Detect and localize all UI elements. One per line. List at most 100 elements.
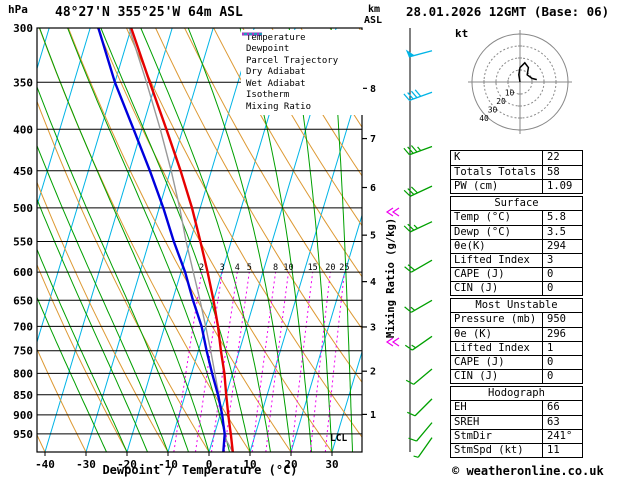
mixing-ratio-value-label: 4 [235, 263, 240, 273]
km-tick-label: 4 [370, 277, 376, 288]
dry-adiabat [213, 28, 362, 278]
table-row-label: Totals Totals [451, 166, 543, 179]
legend-item: Dewpoint [242, 32, 363, 56]
pressure-tick-label: 750 [13, 345, 33, 358]
table-row-label: PW (cm) [451, 180, 543, 193]
table-row-label: SREH [451, 416, 543, 429]
hodograph-ring-label: 20 [496, 97, 506, 106]
plot-frame [36, 27, 363, 453]
table-row: K 22 [451, 151, 582, 165]
wind-barb [403, 89, 433, 102]
table-row-label: EH [451, 401, 543, 415]
hodograph-ring [483, 45, 557, 119]
wind-barb [407, 398, 433, 417]
pressure-tick-label: 400 [13, 123, 33, 136]
table-row: CAPE (J) 0 [451, 267, 582, 281]
table-row-value: 1.09 [547, 180, 573, 192]
dewpoint-curve [97, 28, 226, 452]
mixing-ratio-line [223, 272, 250, 452]
table-row: Pressure (mb) 950 [451, 313, 582, 327]
table-row-value: 63 [547, 416, 560, 428]
table-row: θe(K) 294 [451, 239, 582, 253]
table-row-label: Pressure (mb) [451, 313, 543, 327]
mixing-ratio-axis-title: Mixing Ratio (g/kg) [385, 218, 397, 338]
legend-item-label: Temperature [246, 32, 306, 43]
pressure-tick-label: 800 [13, 367, 33, 380]
table-row-label: Lifted Index [451, 254, 543, 267]
isotherm-line [85, 28, 214, 452]
table-row-value: 3.5 [547, 226, 566, 238]
km-tick-label: 2 [370, 367, 376, 378]
wind-barb-column [403, 49, 433, 458]
altitude-axis-unit-asl: ASL [364, 15, 382, 26]
table-row: EH 66 [451, 401, 582, 415]
table-row-label: θe (K) [451, 328, 543, 341]
table-row-value: 1 [547, 342, 554, 354]
temp-tick-label: 10 [243, 458, 256, 471]
table-row-label: CIN (J) [451, 282, 543, 295]
skewt-background-lines: 2 3 4 5 8 10 15 20 25 [37, 28, 362, 452]
pressure-tick-label: 700 [13, 320, 33, 333]
table-section: K 22 Totals Totals 58 PW (cm) 1.09 [450, 150, 583, 194]
table-row-value: 950 [547, 313, 566, 325]
legend-item: Isotherm [242, 33, 363, 102]
isotherm-line [331, 350, 362, 452]
isotherm-line [37, 28, 91, 208]
wind-barb [404, 259, 433, 273]
table-row-label: CIN (J) [451, 370, 543, 383]
mixing-ratio-value-label: 8 [273, 263, 278, 273]
km-tick-label: 8 [370, 84, 376, 95]
skewt-profiles [97, 28, 234, 452]
pressure-tick-label: 350 [13, 76, 33, 89]
table-row-value: 296 [547, 328, 566, 340]
wind-barb [408, 422, 433, 442]
table-row-label: StmDir [451, 430, 543, 443]
table-row-label: θe(K) [451, 240, 543, 253]
table-row: Totals Totals 58 [451, 165, 582, 179]
temp-tick-label: 0 [206, 458, 213, 471]
table-row-label: Temp (°C) [451, 211, 543, 225]
mixing-ratio-value-label: 15 [308, 263, 318, 273]
hodograph-unit-label: kt [455, 27, 468, 40]
legend-item-label: Wet Adiabat [246, 78, 306, 89]
wet-adiabat [39, 28, 210, 452]
temperature-curve [130, 28, 234, 452]
km-tick-label: 5 [370, 231, 376, 242]
copyright: © weatheronline.co.uk [452, 464, 604, 478]
level-marker-icon [385, 207, 400, 217]
hodograph-ring-label: 40 [479, 114, 489, 123]
pressure-tick-label: 500 [13, 202, 33, 215]
km-tick-label: 3 [370, 322, 376, 333]
legend-item-label: Mixing Ratio [246, 101, 312, 112]
km-tick-label: 1 [370, 410, 376, 421]
hodograph-trace [518, 61, 537, 83]
table-row-label: Dewp (°C) [451, 226, 543, 239]
legend-item: Mixing Ratio [242, 33, 363, 113]
dry-adiabat [242, 28, 362, 227]
table-row: PW (cm) 1.09 [451, 179, 582, 193]
wind-barb [403, 145, 433, 156]
mixing-ratio-value-label: 2 [199, 263, 204, 273]
isotherm-line [290, 213, 362, 452]
mixing-ratio-value-label: 10 [283, 263, 293, 273]
table-row-label: K [451, 151, 543, 165]
table-section-header: Surface [451, 197, 582, 211]
wind-barb [405, 49, 433, 58]
wind-barb [403, 185, 433, 197]
table-section-header: Hodograph [451, 387, 582, 401]
temp-tick-label: 20 [284, 458, 297, 471]
valid-datetime: 28.01.2026 12GMT (Base: 06) [406, 4, 609, 19]
pressure-axis-unit: hPa [8, 3, 28, 16]
legend-item-label: Dewpoint [246, 44, 290, 55]
wind-barb [405, 368, 433, 385]
level-marker-icon [385, 337, 400, 347]
table-row: SREH 63 [451, 415, 582, 429]
mixing-ratio-value-label: 25 [339, 263, 349, 273]
table-row: CAPE (J) 0 [451, 355, 582, 369]
km-tick-label: 7 [370, 134, 376, 145]
legend-item: Dry Adiabat [242, 33, 363, 79]
hodograph-ring [495, 57, 545, 107]
